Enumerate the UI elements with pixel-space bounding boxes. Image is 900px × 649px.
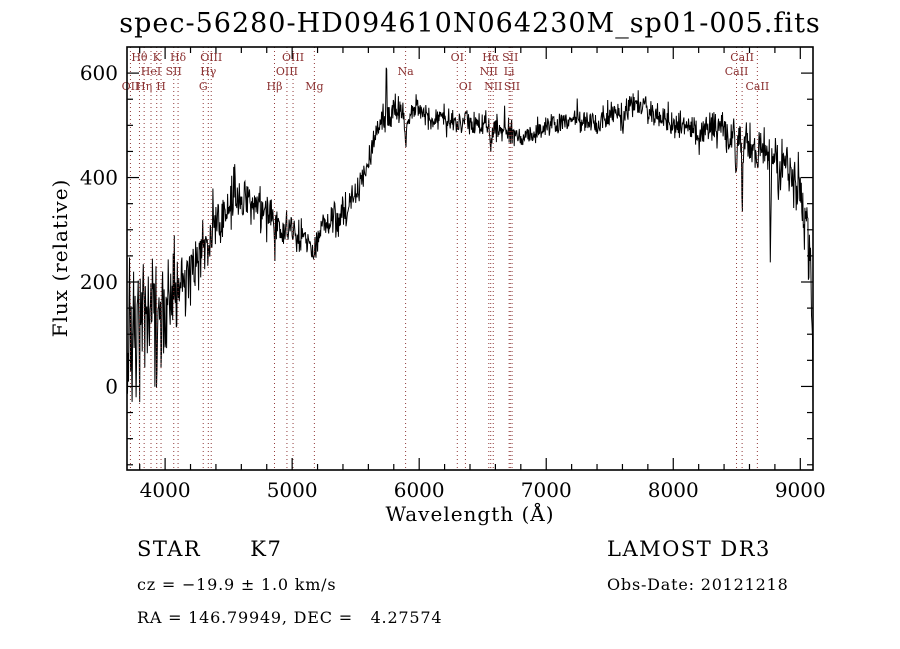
spectrum-series (127, 67, 813, 407)
x-tick-label: 5000 (267, 478, 318, 502)
axis-ticks (127, 47, 813, 470)
spectral-line-label: OI (451, 51, 464, 64)
spectral-line-label: NII (480, 65, 498, 78)
spectral-line-label: CaII (746, 80, 770, 93)
x-tick-label: 9000 (775, 478, 826, 502)
spectral-line-label: K (153, 51, 162, 64)
spectral-line-label: Hδ (170, 51, 187, 64)
x-tick-label: 7000 (521, 478, 572, 502)
y-tick-label: 200 (80, 270, 118, 294)
y-tick-label: 400 (80, 166, 118, 190)
spectral-line-label: HeI (141, 65, 161, 78)
y-tick-label: 0 (105, 374, 118, 398)
x-axis-label: Wavelength (Å) (385, 502, 555, 526)
spectral-line-label: SII (166, 65, 182, 78)
tick-labels: 4000 5000 6000 7000 8000 9000 0 200 400 600 (80, 61, 826, 502)
object-class-label: STAR K7 (137, 537, 283, 561)
y-axis-label: Flux (relative) (48, 178, 72, 338)
x-tick-label: 8000 (648, 478, 699, 502)
spectral-line-label: H (156, 80, 166, 93)
spectral-line-label: OI (459, 80, 472, 93)
x-tick-label: 6000 (394, 478, 445, 502)
spectral-line-label: CaII (730, 51, 754, 64)
y-tick-label: 600 (80, 61, 118, 85)
spectral-line-label: CaII (725, 65, 749, 78)
spectral-line-label: NII (484, 80, 502, 93)
cz-value: cz = −19.9 ± 1.0 km/s (137, 575, 337, 594)
spectral-line-label: Na (397, 65, 414, 78)
spectral-line-label: Li (504, 65, 515, 78)
spectral-line-label: Hβ (267, 80, 283, 93)
spectral-line-label: OII (122, 80, 140, 93)
spectral-line-label: SII (502, 51, 518, 64)
spectral-line-label: Mg (305, 80, 323, 93)
spectral-line-label: Hα (482, 51, 500, 64)
spectral-line-label: G (199, 80, 208, 93)
spectral-line-label: Hθ (131, 51, 148, 64)
spectral-line-label: OIII (276, 65, 298, 78)
spectral-line-markers: OIIHθHηHeIKHSIIHδGHγOIIIHβOIIIOIIIMgNaOI… (122, 47, 770, 470)
spectral-line-label: Hγ (200, 65, 217, 78)
spectral-line-label: OIII (282, 51, 304, 64)
spectral-line-label: Hη (136, 80, 152, 93)
plot-frame (126, 46, 814, 471)
survey-label: LAMOST DR3 (607, 537, 771, 561)
coordinates: RA = 146.79949, DEC = 4.27574 (137, 608, 443, 627)
x-tick-label: 4000 (140, 478, 191, 502)
spectral-line-label: OIII (200, 51, 222, 64)
spectral-line-label: SII (504, 80, 520, 93)
obs-date: Obs-Date: 20121218 (607, 575, 789, 594)
plot-title: spec-56280-HD094610N064230M_sp01-005.fit… (119, 8, 821, 39)
